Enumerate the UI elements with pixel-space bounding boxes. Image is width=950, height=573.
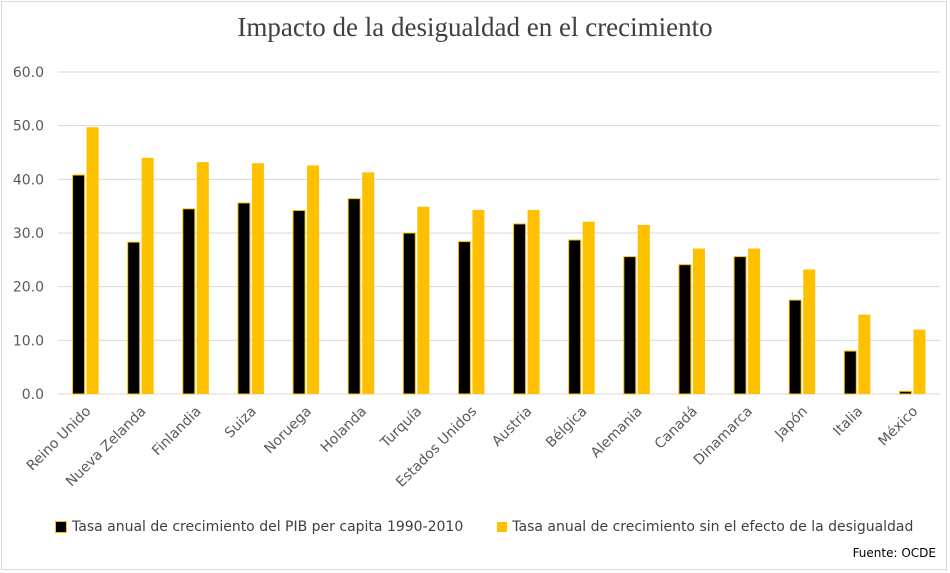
chart-title: Impacto de la desigualdad en el crecimie… — [237, 12, 713, 42]
legend-swatch-sin-desigualdad — [497, 522, 508, 532]
bar-pib — [402, 232, 416, 395]
bar-pib — [678, 264, 692, 395]
bar-pib — [513, 223, 527, 395]
bar-sin-desigualdad — [196, 162, 209, 394]
source-note: Fuente: OCDE — [852, 546, 936, 560]
legend-item-sin-desigualdad: Tasa anual de crecimiento sin el efecto … — [497, 519, 913, 535]
y-tick-label: 50.0 — [13, 119, 44, 135]
x-tick-label: Italia — [830, 404, 866, 440]
bar-sin-desigualdad — [803, 269, 816, 394]
legend-swatch-pib — [55, 521, 67, 533]
bars — [72, 127, 926, 395]
legend-item-pib: Tasa anual de crecimiento del PIB per ca… — [55, 519, 463, 535]
bar-pib — [568, 239, 582, 395]
bar-pib — [127, 241, 141, 395]
bar-pib — [347, 198, 361, 395]
x-tick-label: Alemania — [588, 404, 646, 462]
y-axis-ticks: 0.0 10.0 20.0 30.0 40.0 50.0 60.0 — [13, 65, 44, 403]
bar-pib — [292, 209, 306, 395]
x-tick-label: Bélgica — [543, 404, 590, 451]
bar-sin-desigualdad — [582, 221, 595, 394]
bar-pib — [182, 208, 196, 395]
bar-sin-desigualdad — [858, 314, 871, 394]
y-tick-label: 40.0 — [13, 172, 44, 188]
bar-pib — [72, 174, 86, 395]
x-tick-label: Turquía — [377, 404, 425, 452]
x-tick-label: Japón — [771, 404, 811, 444]
bar-sin-desigualdad — [307, 165, 320, 394]
bar-sin-desigualdad — [527, 209, 540, 394]
bar-pib — [788, 299, 802, 395]
y-tick-label: 0.0 — [22, 387, 44, 403]
bar-sin-desigualdad — [141, 157, 154, 394]
x-tick-label: Canadá — [652, 404, 701, 453]
x-tick-label: Finlandia — [149, 404, 205, 460]
legend-label-pib: Tasa anual de crecimiento del PIB per ca… — [72, 519, 464, 535]
bar-sin-desigualdad — [251, 163, 264, 394]
x-tick-label: México — [875, 404, 921, 450]
x-tick-label: Austria — [489, 404, 535, 450]
bar-sin-desigualdad — [362, 172, 375, 394]
bar-pib — [237, 202, 251, 395]
y-tick-label: 10.0 — [13, 333, 44, 349]
bar-sin-desigualdad — [417, 206, 430, 394]
bar-pib — [843, 350, 857, 395]
legend-label-sin-desigualdad: Tasa anual de crecimiento sin el efecto … — [512, 519, 914, 535]
bar-pib — [898, 390, 912, 395]
bar-sin-desigualdad — [637, 224, 650, 394]
bar-sin-desigualdad — [86, 127, 99, 394]
bar-pib — [733, 256, 747, 395]
y-tick-label: 30.0 — [13, 226, 44, 242]
bar-pib — [457, 241, 471, 395]
bar-pib — [623, 256, 637, 395]
bar-sin-desigualdad — [472, 209, 485, 394]
bar-sin-desigualdad — [692, 248, 705, 394]
x-tick-label: Holanda — [318, 404, 370, 456]
x-tick-label: Suiza — [222, 404, 260, 442]
bar-sin-desigualdad — [913, 329, 926, 394]
bar-sin-desigualdad — [748, 248, 761, 394]
y-tick-label: 60.0 — [13, 65, 44, 81]
y-tick-label: 20.0 — [13, 280, 44, 296]
x-tick-label: Noruega — [261, 404, 315, 458]
legend: Tasa anual de crecimiento del PIB per ca… — [55, 517, 947, 537]
x-tick-label: Dinamarca — [691, 404, 756, 469]
